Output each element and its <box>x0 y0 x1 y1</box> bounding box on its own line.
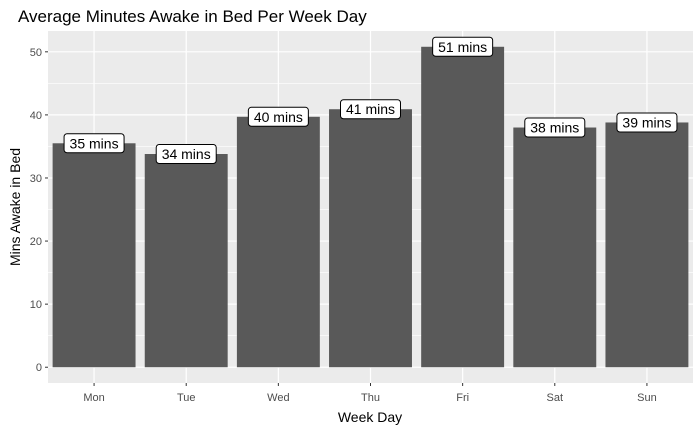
x-axis-title: Week Day <box>338 409 402 425</box>
chart-title: Average Minutes Awake in Bed Per Week Da… <box>18 7 367 26</box>
data-label-tue: 34 mins <box>156 145 216 164</box>
x-tick-label: Wed <box>267 392 289 404</box>
bar-wed <box>237 117 320 367</box>
data-label-sat: 38 mins <box>525 118 585 137</box>
y-tick-label: 10 <box>30 299 42 311</box>
y-axis-title: Mins Awake in Bed <box>7 148 23 266</box>
data-label-text: 40 mins <box>254 109 303 125</box>
bar-mon <box>53 143 136 367</box>
x-tick-label: Sat <box>547 392 564 404</box>
y-tick-label: 40 <box>30 110 42 122</box>
data-label-text: 34 mins <box>162 146 211 162</box>
data-label-sun: 39 mins <box>617 113 677 132</box>
data-label-text: 38 mins <box>530 120 579 136</box>
bar-fri <box>421 47 504 367</box>
x-axis: Mon Tue Wed Thu Fri Sat Sun <box>83 383 656 404</box>
bar-sat <box>513 128 596 368</box>
x-tick-label: Fri <box>456 392 469 404</box>
data-label-text: 39 mins <box>622 114 671 130</box>
x-tick-label: Thu <box>361 392 380 404</box>
data-label-fri: 51 mins <box>433 37 493 56</box>
data-label-text: 41 mins <box>346 101 395 117</box>
data-label-thu: 41 mins <box>341 100 401 119</box>
data-label-mon: 35 mins <box>64 134 124 153</box>
data-label-wed: 40 mins <box>248 107 308 126</box>
x-tick-label: Tue <box>177 392 196 404</box>
y-tick-label: 0 <box>36 362 42 374</box>
bar-tue <box>145 154 228 367</box>
data-label-text: 51 mins <box>438 39 487 55</box>
y-tick-label: 20 <box>30 236 42 248</box>
data-label-text: 35 mins <box>70 135 119 151</box>
x-tick-label: Mon <box>83 392 104 404</box>
bar-sun <box>605 122 688 367</box>
y-tick-label: 50 <box>30 47 42 59</box>
y-axis: 0 10 20 30 40 50 <box>30 47 48 374</box>
x-tick-label: Sun <box>637 392 657 404</box>
bar-thu <box>329 109 412 367</box>
y-tick-label: 30 <box>30 173 42 185</box>
